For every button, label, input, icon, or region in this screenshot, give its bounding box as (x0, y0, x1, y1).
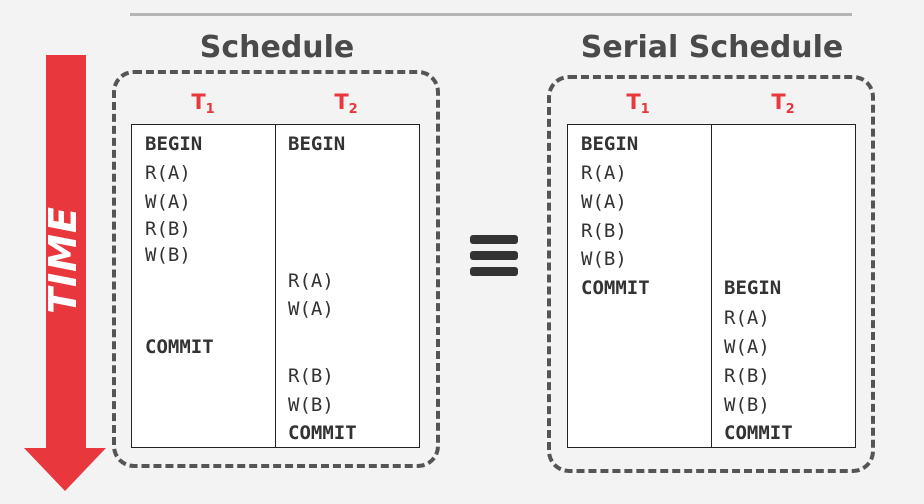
serial-t1-op: W(A) (581, 191, 627, 213)
schedule-t2-op: R(B) (288, 365, 334, 387)
schedule-t2-op: COMMIT (288, 422, 357, 444)
serial-t2-op: W(B) (724, 394, 770, 416)
time-label: TIME (41, 206, 85, 314)
serial-t1-op: COMMIT (581, 277, 650, 299)
schedule-t2-op: W(A) (288, 298, 334, 320)
schedule-column-divider (275, 125, 276, 447)
schedule-t1-header: T1 (191, 90, 215, 117)
schedule-t1-op: COMMIT (145, 336, 214, 358)
schedule-t1-op: W(A) (145, 191, 191, 213)
serial-t1-op: R(B) (581, 220, 627, 242)
top-divider (130, 0, 852, 16)
serial-schedule-table (567, 124, 856, 448)
schedule-table (131, 124, 420, 448)
serial-t2-op: R(A) (724, 307, 770, 329)
serial-t1-op: R(A) (581, 162, 627, 184)
serial-t1-op: BEGIN (581, 133, 639, 155)
schedule-t1-op: W(B) (145, 244, 191, 266)
schedule-dashed-frame (112, 70, 440, 468)
serial-column-divider (711, 125, 712, 447)
equivalence-symbol (470, 235, 518, 283)
schedule-t1-op: BEGIN (145, 133, 203, 155)
serial-schedule-dashed-frame (547, 75, 875, 473)
serial-t1-header: T1 (626, 90, 650, 117)
time-arrow (24, 55, 106, 491)
serial-schedule-title: Serial Schedule (580, 30, 844, 65)
schedule-t2-op: R(A) (288, 270, 334, 292)
serial-t2-op: R(B) (724, 365, 770, 387)
schedule-t1-op: R(B) (145, 218, 191, 240)
serial-t2-op: BEGIN (724, 277, 782, 299)
serial-t2-header: T2 (771, 90, 795, 117)
schedule-t2-op: W(B) (288, 394, 334, 416)
schedule-title: Schedule (199, 30, 355, 65)
serial-t2-op: W(A) (724, 336, 770, 358)
schedule-t1-op: R(A) (145, 162, 191, 184)
schedule-t2-header: T2 (334, 90, 358, 117)
schedule-t2-op: BEGIN (288, 133, 346, 155)
serial-t2-op: COMMIT (724, 422, 793, 444)
serial-t1-op: W(B) (581, 248, 627, 270)
